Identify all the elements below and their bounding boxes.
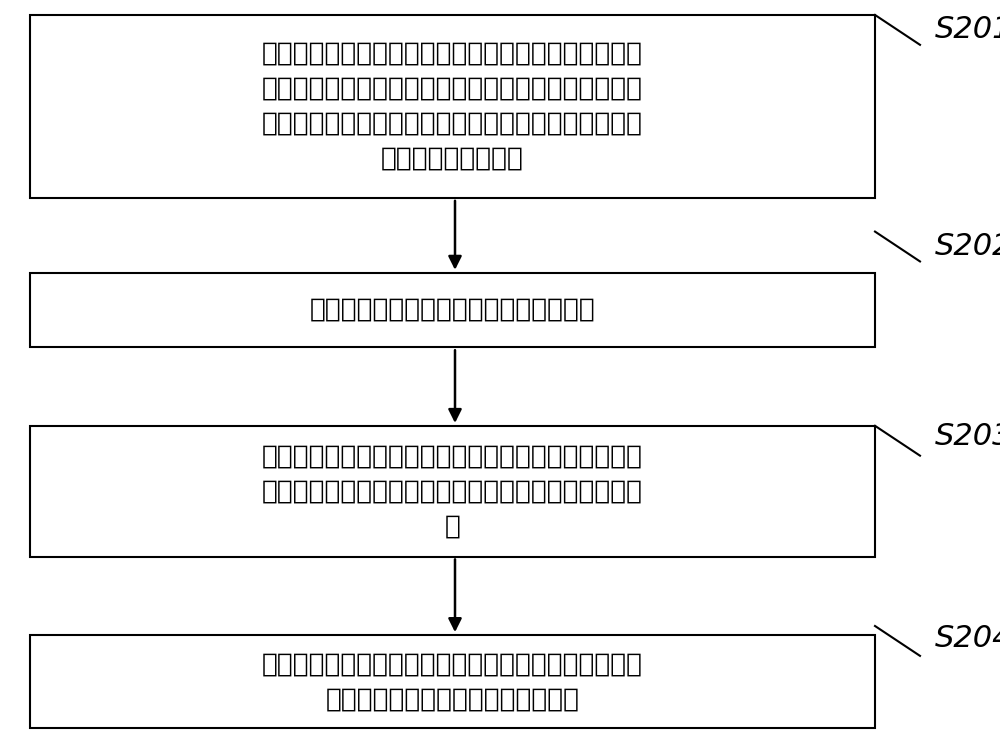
Text: 对所述换流变压器的谐波阻抗参数进行误差处理，得到
所述换流变压器的谐波阻抗测量结果: 对所述换流变压器的谐波阻抗参数进行误差处理，得到 所述换流变压器的谐波阻抗测量结… bbox=[262, 651, 643, 712]
Text: 构建所述换流变压器的谐波阻抗计算模型: 构建所述换流变压器的谐波阻抗计算模型 bbox=[310, 297, 595, 323]
Text: 根据所述第一端子电压和所述第二端子电压，采用所述
谐波阻抗计算模型，计算所述换流变压器的谐波阻抗参
数: 根据所述第一端子电压和所述第二端子电压，采用所述 谐波阻抗计算模型，计算所述换流… bbox=[262, 443, 643, 539]
Text: S201: S201 bbox=[935, 16, 1000, 44]
Text: S204: S204 bbox=[935, 624, 1000, 653]
Text: 接收来自所述数据采集单元的第一端子电压和第二端子
电压；其中，所述第一端子电压为所述功率放大器的输
出端的端子电压，所述第二端子电压为所述换流变压器
的输入端的: 接收来自所述数据采集单元的第一端子电压和第二端子 电压；其中，所述第一端子电压为… bbox=[262, 41, 643, 172]
FancyBboxPatch shape bbox=[30, 426, 875, 557]
Text: S203: S203 bbox=[935, 423, 1000, 451]
FancyBboxPatch shape bbox=[30, 15, 875, 198]
FancyBboxPatch shape bbox=[30, 635, 875, 728]
FancyBboxPatch shape bbox=[30, 273, 875, 347]
Text: S202: S202 bbox=[935, 232, 1000, 261]
